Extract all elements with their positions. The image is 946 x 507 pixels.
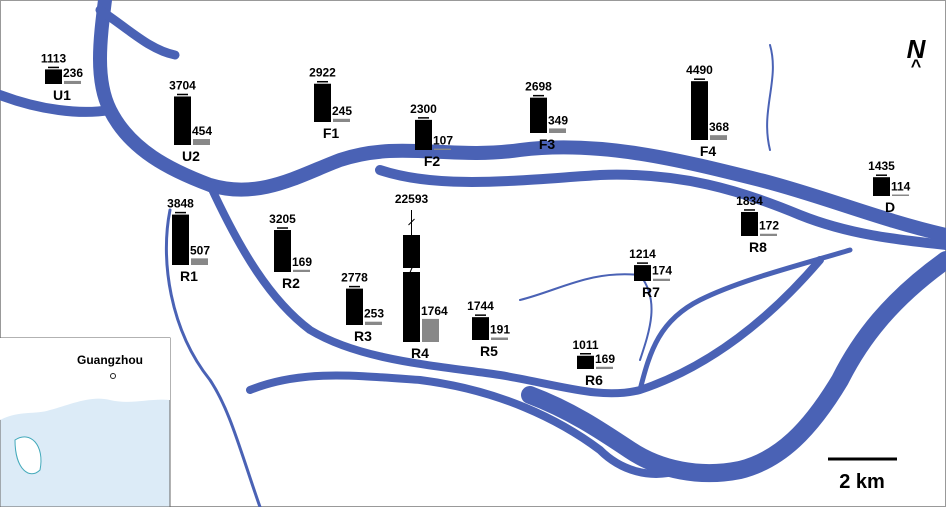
- black-value: 1744: [467, 299, 494, 313]
- break-line: [408, 261, 415, 277]
- gray-bar: [365, 321, 382, 325]
- gray-value: 191: [490, 322, 510, 336]
- gray-value: 253: [364, 307, 384, 321]
- river: [206, 181, 824, 398]
- gray-bar: [760, 233, 777, 236]
- black-bar: [415, 119, 432, 150]
- gray-value: 1764: [421, 304, 448, 318]
- station-label: R6: [585, 372, 603, 388]
- gray-value: 174: [652, 264, 672, 278]
- gray-value: 107: [433, 134, 453, 148]
- gray-value: 349: [548, 113, 568, 127]
- gray-value: 245: [332, 104, 352, 118]
- black-bar: [577, 355, 594, 369]
- station-label: R2: [282, 275, 300, 291]
- black-value: 2778: [341, 271, 368, 285]
- station-label: U2: [182, 148, 200, 164]
- black-value: 22593: [395, 192, 429, 206]
- black-value: 3848: [167, 197, 194, 211]
- gray-value: 507: [190, 243, 210, 257]
- station-label: F1: [323, 125, 340, 141]
- station-label: R8: [749, 239, 767, 255]
- gray-bar: [596, 366, 613, 369]
- black-value: 3205: [269, 212, 296, 226]
- river: [375, 165, 946, 250]
- black-bar: [472, 317, 489, 340]
- river: [521, 251, 946, 483]
- black-value: 2300: [410, 102, 437, 116]
- gray-bar: [191, 258, 208, 265]
- gray-bar: [333, 118, 350, 122]
- black-bar: [314, 83, 331, 122]
- station-label: R4: [411, 345, 429, 361]
- station-label: R1: [180, 268, 198, 284]
- inset-label: Guangzhou: [77, 353, 143, 367]
- break-line: [408, 218, 415, 226]
- gray-bar: [293, 269, 310, 272]
- river: [637, 247, 853, 393]
- river: [766, 44, 774, 151]
- black-value: 1011: [572, 338, 598, 352]
- inset-map: Guangzhou: [0, 337, 171, 507]
- scale-label: 2 km: [839, 471, 885, 493]
- station-label: R5: [480, 343, 498, 359]
- inset-city: [110, 373, 116, 379]
- gray-bar: [64, 80, 81, 84]
- black-bar: [403, 235, 420, 342]
- gray-value: 454: [192, 124, 212, 138]
- black-value: 1435: [868, 159, 895, 173]
- station-label: F2: [424, 153, 441, 169]
- gray-bar: [422, 318, 439, 342]
- black-value: 1834: [736, 194, 763, 208]
- station-label: F4: [700, 143, 717, 159]
- station-label: F3: [539, 136, 556, 152]
- gray-value: 169: [292, 255, 312, 269]
- river: [246, 371, 684, 478]
- black-value: 1214: [629, 247, 656, 261]
- gray-bar: [892, 194, 909, 196]
- black-value: 2698: [525, 80, 552, 94]
- black-bar: [274, 230, 291, 272]
- gray-value: 236: [63, 66, 83, 80]
- gray-bar: [710, 135, 727, 140]
- black-value: 1113: [41, 51, 67, 65]
- gray-value: 169: [595, 352, 615, 366]
- gray-bar: [653, 278, 670, 281]
- inset-land: [0, 338, 170, 420]
- black-bar: [634, 265, 651, 281]
- north-label: N: [907, 34, 927, 64]
- gray-value: 114: [891, 180, 911, 194]
- black-bar: [530, 97, 547, 133]
- gray-value: 172: [759, 219, 779, 233]
- black-bar: [174, 96, 191, 145]
- black-bar: [346, 288, 363, 325]
- river: [93, 0, 946, 242]
- river: [95, 5, 180, 60]
- black-value: 4490: [686, 63, 713, 77]
- gray-bar: [434, 148, 451, 150]
- black-bar: [45, 69, 62, 84]
- black-value: 3704: [169, 78, 196, 92]
- river: [164, 208, 262, 507]
- station-label: D: [885, 199, 895, 215]
- north-arrow: ^: [911, 56, 922, 76]
- black-bar: [172, 214, 189, 265]
- gray-bar: [549, 128, 566, 133]
- inset-island: [14, 436, 42, 475]
- station-label: R7: [642, 284, 660, 300]
- river: [0, 90, 115, 117]
- gray-bar: [491, 337, 508, 340]
- black-bar: [741, 211, 758, 236]
- black-value: 2922: [309, 66, 336, 80]
- black-bar: [691, 81, 708, 140]
- black-bar: [873, 177, 890, 196]
- station-label: R3: [354, 328, 372, 344]
- gray-bar: [193, 139, 210, 145]
- station-label: U1: [53, 87, 71, 103]
- gray-value: 368: [709, 120, 729, 134]
